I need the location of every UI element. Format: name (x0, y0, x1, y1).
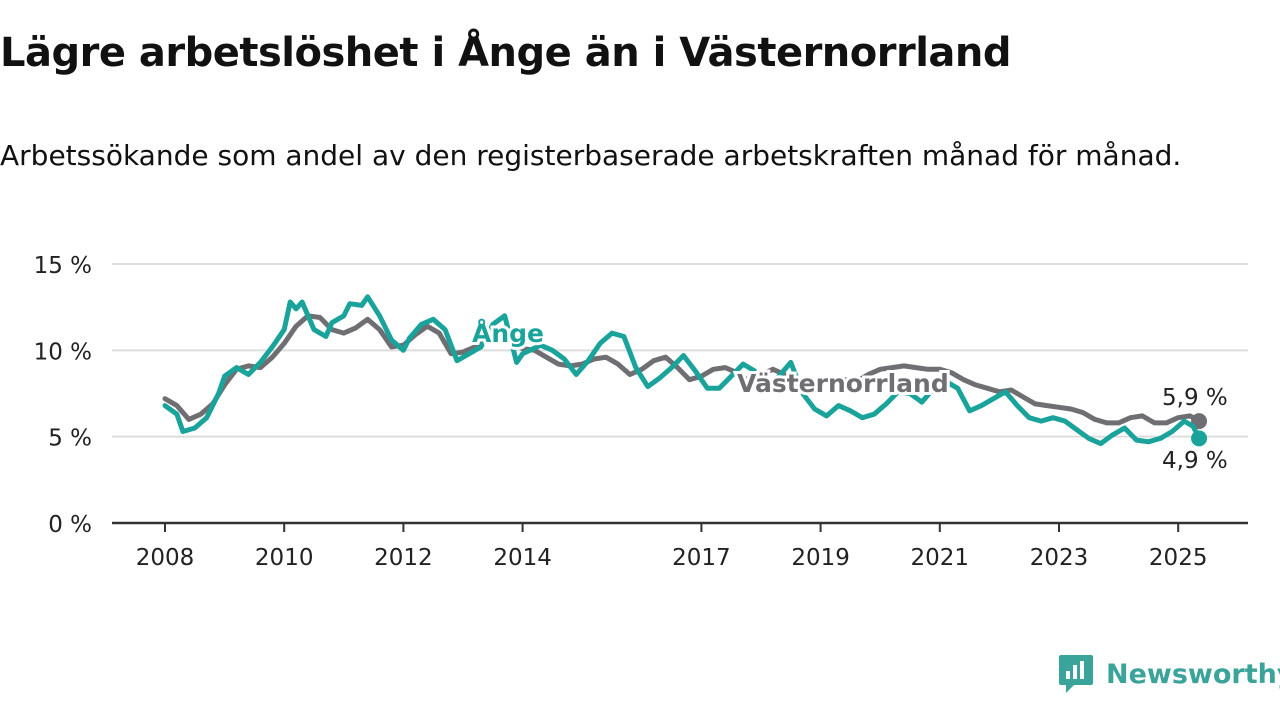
brand-name: Newsworthy (1106, 658, 1280, 690)
x-tick-label: 2008 (136, 545, 195, 571)
end-value-label-ange: 4,9 % (1162, 448, 1228, 474)
series-label-vasternorrland: Västernorrland (737, 369, 949, 398)
line-chart: 0 %5 %10 %15 % 2008 2010 2012 2014 2017 2019 2… (34, 253, 1248, 571)
y-tick-label: 0 % (48, 512, 92, 538)
x-tick-label: 2023 (1030, 545, 1089, 571)
y-tick-label: 15 % (34, 253, 92, 279)
newsworthy-logo: Newsworthy (1058, 652, 1280, 696)
series-lines (162, 294, 1208, 447)
series-label-ange: Ånge (472, 319, 544, 348)
newsworthy-logo-icon (1059, 655, 1093, 693)
x-axis: 2008 2010 2012 2014 2017 2019 2021 2023 2025 (112, 521, 1248, 571)
x-tick-label: 2010 (255, 545, 314, 571)
series-labels: Ånge Västernorrland 5,9 % 4,9 % (469, 316, 1230, 476)
chart-title: Lägre arbetslöshet i Ånge än i Västernor… (0, 30, 1012, 76)
x-tick-label: 2017 (672, 545, 731, 571)
end-value-label-vasternorrland: 5,9 % (1162, 385, 1228, 411)
series-line-vasternorrland (162, 313, 1202, 426)
x-tick-label: 2019 (791, 545, 850, 571)
y-axis-tick-labels: 0 % 5 % 10 % 15 % (34, 253, 92, 538)
y-tick-label: 5 % (48, 426, 92, 452)
gridlines (112, 263, 1248, 438)
x-tick-label: 2021 (911, 545, 970, 571)
chart-subtitle: Arbetssökande som andel av den registerb… (0, 139, 1182, 172)
x-tick-label: 2014 (493, 545, 552, 571)
end-point-ange (1191, 430, 1208, 447)
y-tick-label: 10 % (34, 339, 92, 365)
x-tick-label: 2012 (374, 545, 433, 571)
series-line-ange (162, 294, 1202, 447)
x-tick-label: 2025 (1149, 545, 1208, 571)
